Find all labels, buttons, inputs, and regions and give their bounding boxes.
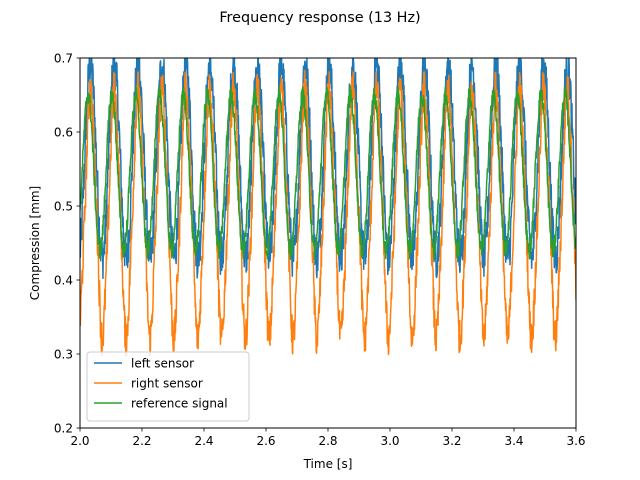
x-axis-label: Time [s] [303,457,353,471]
x-tick-label: 2.0 [70,434,89,448]
x-tick-label: 2.2 [132,434,151,448]
x-tick-label: 2.6 [256,434,275,448]
y-tick-label: 0.2 [54,422,73,436]
plot-area [79,57,577,429]
legend: left sensor right sensor reference signal [86,351,250,422]
y-tick-label: 0.3 [54,348,73,362]
x-tick-label: 2.8 [318,434,337,448]
y-tick-label: 0.4 [54,274,73,288]
x-tick-label: 2.4 [194,434,213,448]
x-tick-label: 3.6 [566,434,585,448]
x-tick-label: 3.4 [504,434,523,448]
y-axis-label: Compression [mm] [28,186,42,300]
legend-box [86,351,250,422]
legend-label: left sensor [131,357,194,371]
y-tick-label: 0.7 [54,52,73,66]
legend-label: reference signal [131,397,228,411]
legend-label: right sensor [131,377,203,391]
series-line-reference-signal [80,85,576,260]
y-tick-label: 0.5 [54,200,73,214]
chart-title: Frequency response (13 Hz) [219,10,420,26]
x-tick-label: 3.0 [380,434,399,448]
y-axis: 0.2 0.3 0.4 0.5 0.6 0.7 [54,52,80,436]
x-axis: 2.0 2.2 2.4 2.6 2.8 3.0 3.2 3.4 3.6 [70,428,586,448]
series-layer [80,58,576,357]
y-tick-label: 0.6 [54,126,73,140]
x-tick-label: 3.2 [442,434,461,448]
